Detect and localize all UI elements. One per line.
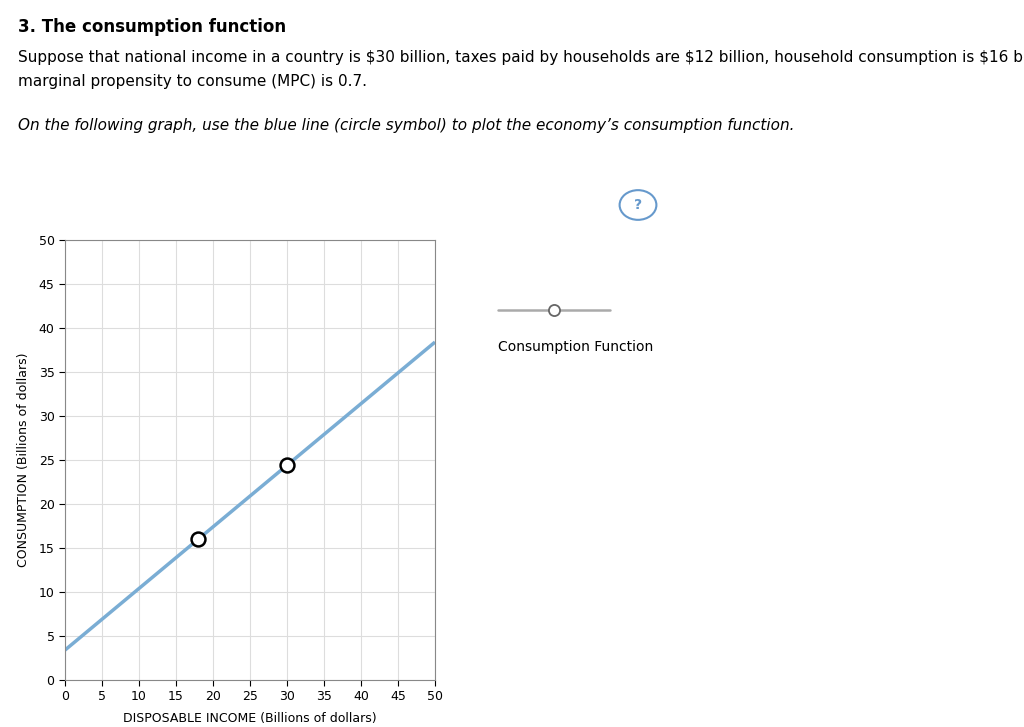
Text: 3. The consumption function: 3. The consumption function xyxy=(18,18,287,36)
X-axis label: DISPOSABLE INCOME (Billions of dollars): DISPOSABLE INCOME (Billions of dollars) xyxy=(123,712,377,725)
Text: ?: ? xyxy=(634,198,642,212)
Text: marginal propensity to consume (MPC) is 0.7.: marginal propensity to consume (MPC) is … xyxy=(18,74,368,89)
Text: Suppose that national income in a country is $30 billion, taxes paid by househol: Suppose that national income in a countr… xyxy=(18,50,1024,65)
Text: On the following graph, use the blue line (circle symbol) to plot the economy’s : On the following graph, use the blue lin… xyxy=(18,118,795,133)
Y-axis label: CONSUMPTION (Billions of dollars): CONSUMPTION (Billions of dollars) xyxy=(17,353,31,567)
Text: Consumption Function: Consumption Function xyxy=(498,340,653,354)
